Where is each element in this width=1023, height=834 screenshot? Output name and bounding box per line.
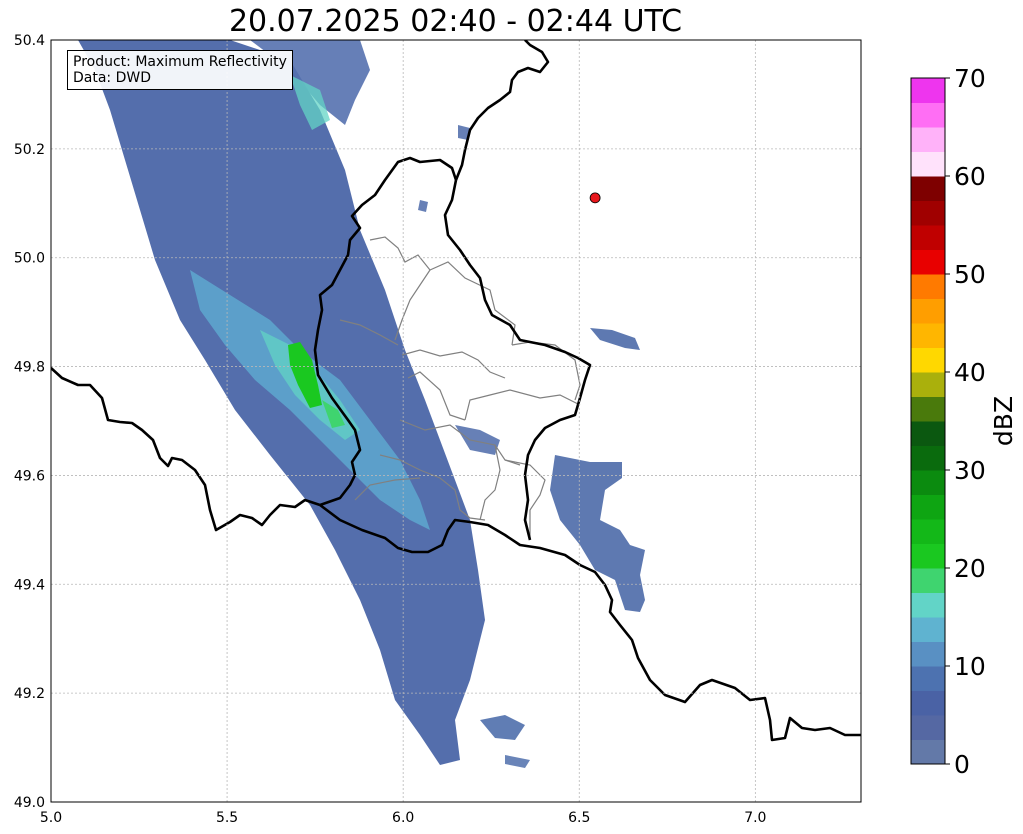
colorbar-segment [911, 102, 945, 128]
echo-max-cell [288, 342, 322, 408]
colorbar-segment [911, 690, 945, 716]
colorbar-segment [911, 592, 945, 618]
colorbar-segment [911, 176, 945, 201]
colorbar-segment [911, 347, 945, 373]
y-tick-label: 49.6 [14, 468, 45, 484]
colorbar-segment [911, 78, 945, 103]
colorbar-segment [911, 715, 945, 740]
x-tick-label: 6.0 [392, 810, 414, 826]
y-tick-label: 50.4 [14, 33, 45, 49]
colorbar-segment [911, 445, 945, 471]
colorbar-segment [911, 323, 945, 348]
echo-tail [480, 715, 525, 740]
x-tick-label: 5.0 [40, 810, 62, 826]
y-axis-ticks: 49.0 49.2 49.4 49.6 49.8 50.0 50.2 50.4 [14, 33, 45, 811]
colorbar-tick-label: 30 [954, 456, 986, 485]
colorbar-segment [911, 666, 945, 691]
echo-tail-2 [505, 755, 530, 768]
grid [51, 40, 861, 802]
colorbar-segment [911, 249, 945, 275]
colorbar-segment [911, 519, 945, 544]
echo-east-5 [418, 200, 428, 212]
colorbar-segment [911, 151, 945, 177]
colorbar-tick-label: 60 [954, 162, 986, 191]
x-tick-label: 5.5 [216, 810, 238, 826]
x-axis-ticks: 5.0 5.5 6.0 6.5 7.0 [40, 810, 767, 826]
colorbar [911, 78, 945, 765]
colorbar-segment [911, 225, 945, 250]
y-tick-label: 49.2 [14, 686, 45, 702]
colorbar-segment [911, 617, 945, 642]
colorbar-segment [911, 543, 945, 569]
colorbar-segment [911, 470, 945, 495]
colorbar-segment [911, 298, 945, 324]
colorbar-segment [911, 739, 945, 765]
y-tick-label: 49.0 [14, 795, 45, 811]
colorbar-segment [911, 421, 945, 446]
colorbar-tick-label: 0 [954, 750, 970, 779]
colorbar-segment [911, 494, 945, 520]
echo-core-3 [290, 75, 330, 130]
colorbar-ticks: 0 10 20 30 40 50 60 70 [945, 64, 986, 779]
y-tick-label: 50.2 [14, 142, 45, 158]
echo-east-3 [455, 425, 500, 455]
colorbar-frame [910, 77, 946, 765]
colorbar-tick-label: 10 [954, 652, 986, 681]
echo-east-2 [550, 455, 645, 612]
echo-east-1 [590, 328, 640, 350]
colorbar-tick-label: 70 [954, 64, 986, 93]
colorbar-segment [911, 396, 945, 422]
location-marker [589, 192, 601, 204]
colorbar-segment [911, 274, 945, 299]
colorbar-segment [911, 641, 945, 667]
echo-max-cell-2 [322, 400, 345, 428]
colorbar-segment [911, 200, 945, 226]
info-box: Product: Maximum Reflectivity Data: DWD [67, 50, 293, 90]
y-tick-label: 50.0 [14, 251, 45, 267]
colorbar-segment [911, 568, 945, 593]
colorbar-tick-label: 50 [954, 260, 986, 289]
x-tick-label: 6.5 [568, 810, 590, 826]
colorbar-segment [911, 127, 945, 152]
echo-east-4 [458, 125, 470, 140]
y-tick-label: 49.4 [14, 577, 45, 593]
y-tick-label: 49.8 [14, 360, 45, 376]
colorbar-segment [911, 372, 945, 397]
colorbar-tick-label: 40 [954, 358, 986, 387]
country-borders [51, 40, 861, 742]
colorbar-label: dBZ [989, 396, 1018, 446]
info-data-source: Data: DWD [73, 70, 151, 86]
plot-frame [50, 39, 862, 803]
colorbar-tick-label: 20 [954, 554, 986, 583]
info-product: Product: Maximum Reflectivity [73, 54, 287, 70]
x-tick-label: 7.0 [744, 810, 766, 826]
map-title: 20.07.2025 02:40 - 02:44 UTC [228, 4, 683, 39]
region-boundaries [339, 236, 581, 540]
